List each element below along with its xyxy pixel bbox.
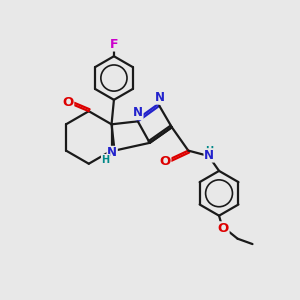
Text: N: N [133,106,143,119]
Text: N: N [204,149,214,162]
Text: H: H [205,146,213,156]
Text: F: F [110,38,118,51]
Text: N: N [107,146,117,160]
Text: O: O [159,155,171,168]
Text: N: N [155,91,165,104]
Text: H: H [101,154,110,165]
Text: O: O [218,222,229,235]
Text: O: O [62,96,74,109]
